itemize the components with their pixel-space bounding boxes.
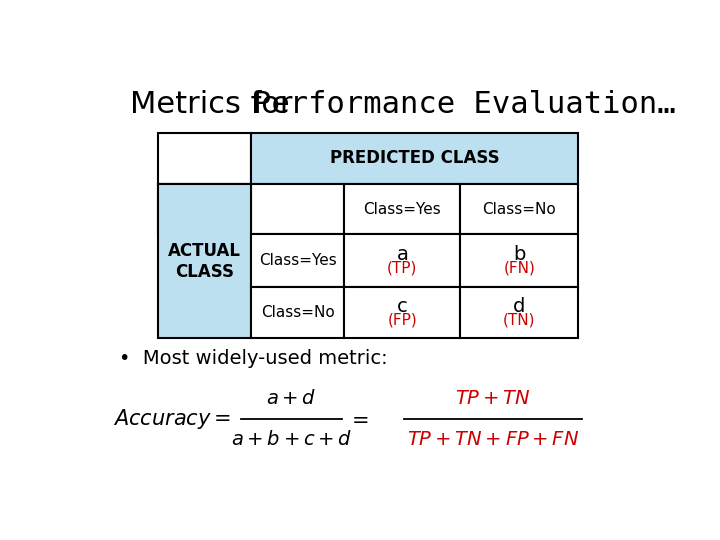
Text: (FN): (FN) [503,261,535,275]
Text: d: d [513,298,526,316]
Bar [158,184,251,234]
Text: (FP): (FP) [387,313,417,328]
Text: •  Most widely-used metric:: • Most widely-used metric: [120,349,388,368]
Text: PREDICTED CLASS: PREDICTED CLASS [330,150,500,167]
Text: $=$: $=$ [346,409,368,429]
Bar [251,132,578,184]
Text: Class=Yes: Class=Yes [258,253,336,268]
Text: $\mathit{Accuracy}=$: $\mathit{Accuracy}=$ [113,407,231,431]
Bar [461,184,578,234]
Text: (TN): (TN) [503,313,536,328]
Text: $TP+TN+FP+FN$: $TP+TN+FP+FN$ [407,430,579,449]
Bar [251,234,344,287]
Bar [158,132,251,184]
Text: a: a [397,246,408,265]
Text: Class=No: Class=No [482,201,557,217]
Text: $a+b+c+d$: $a+b+c+d$ [231,430,352,449]
Bar [461,234,578,287]
Text: Class=No: Class=No [261,305,335,320]
Bar [344,184,461,234]
Bar [251,287,344,338]
Text: c: c [397,298,408,316]
Text: Metrics for: Metrics for [130,90,302,119]
Bar [344,234,461,287]
Bar [251,184,344,234]
Text: Class=Yes: Class=Yes [364,201,441,217]
Bar [158,184,251,338]
Bar [461,287,578,338]
Text: $a+d$: $a+d$ [266,389,317,408]
Text: (TP): (TP) [387,261,418,275]
Text: ACTUAL
CLASS: ACTUAL CLASS [168,242,241,281]
Bar [344,287,461,338]
Text: $TP+TN$: $TP+TN$ [455,389,531,408]
Text: b: b [513,246,526,265]
Text: Performance Evaluation…: Performance Evaluation… [253,90,675,119]
